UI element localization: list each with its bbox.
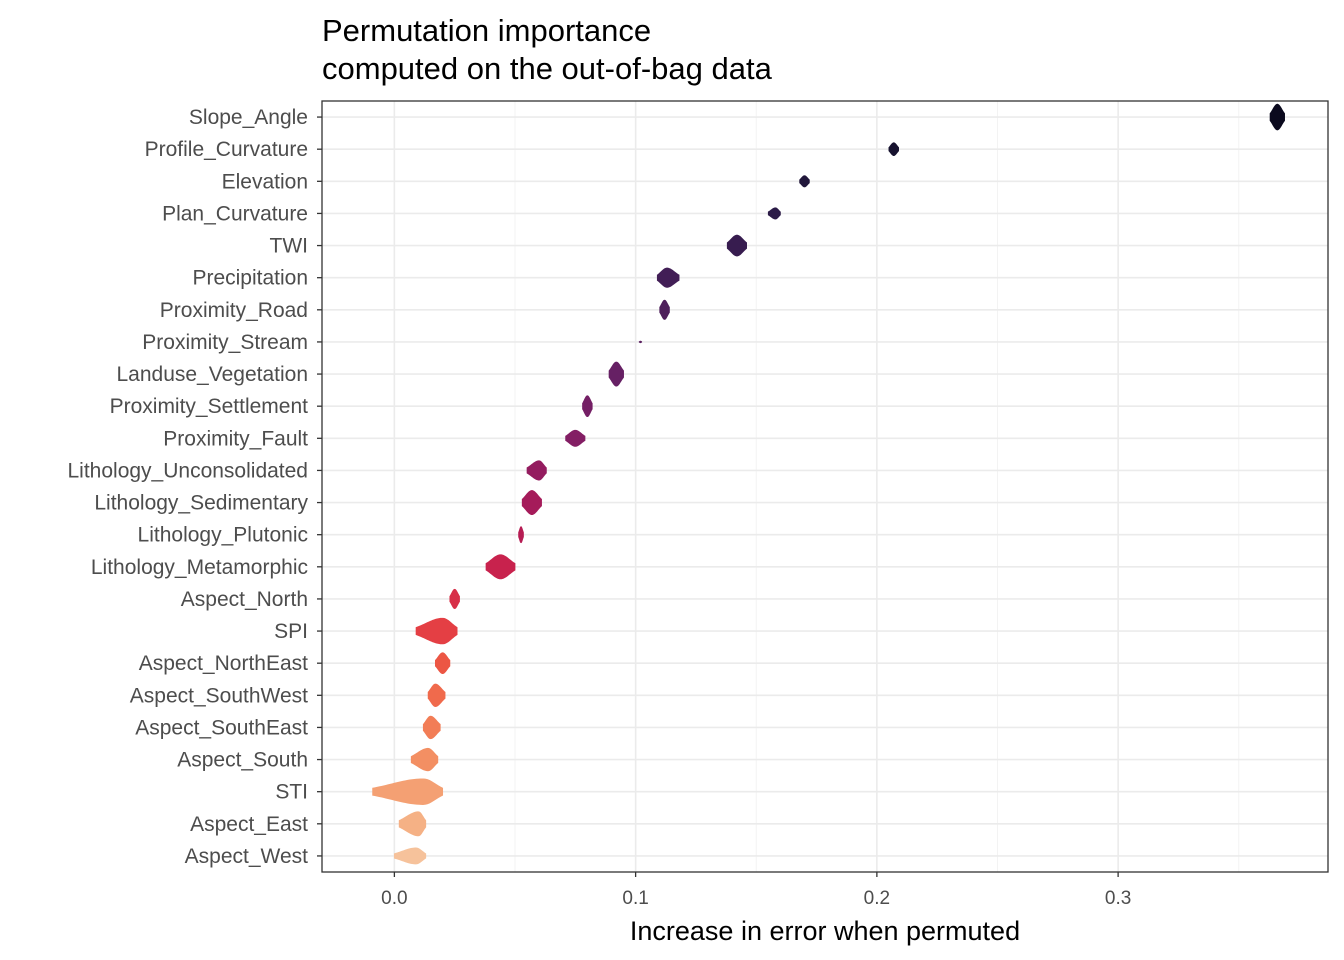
violin-precipitation (656, 267, 680, 288)
violin-lithology-sedimentary (521, 490, 542, 516)
y-tick-label: Lithology_Unconsolidated (67, 459, 308, 482)
violin-elevation (799, 175, 810, 188)
violin-proximity-settlement (582, 395, 593, 418)
y-tick-label: Aspect_East (190, 813, 308, 836)
violin-layer (372, 103, 1285, 865)
violin-lithology-plutonic (518, 526, 524, 544)
y-tick-label: Proximity_Fault (163, 427, 308, 450)
y-tick-label: Aspect_NorthEast (139, 652, 308, 675)
y-axis: Slope_Angle Profile_Curvature Elevation Pla… (67, 106, 322, 868)
y-tick-label: Profile_Curvature (145, 138, 308, 161)
plot-panel-border (321, 100, 1329, 873)
violin-aspect-north (449, 588, 460, 609)
violin-aspect-southwest (427, 683, 446, 707)
violin-profile-curvature (888, 142, 899, 157)
violin-sti (372, 778, 444, 805)
violin-slope-angle (1269, 103, 1285, 131)
x-tick-label: 0.0 (381, 888, 407, 909)
y-tick-label: Aspect_West (185, 845, 308, 868)
violin-lithology-unconsolidated (526, 460, 547, 481)
x-tick-label: 0.2 (864, 888, 890, 909)
y-tick-label: Landuse_Vegetation (116, 363, 308, 386)
violin-aspect-east (398, 811, 427, 837)
y-tick-label: Lithology_Sedimentary (94, 492, 308, 515)
violin-aspect-south (410, 747, 439, 772)
violin-aspect-northeast (434, 652, 451, 675)
y-tick-label: Slope_Angle (189, 106, 308, 129)
violin-plan-curvature (767, 207, 781, 220)
chart-title-line-1: Permutation importance (322, 13, 651, 48)
violin-proximity-road (659, 299, 670, 320)
x-tick-label: 0.3 (1105, 888, 1131, 909)
y-tick-label: Plan_Curvature (162, 202, 308, 225)
violin-aspect-west (393, 847, 427, 865)
y-tick-label: Aspect_SouthWest (130, 684, 308, 707)
x-tick-label: 0.1 (622, 888, 648, 909)
y-tick-label: SPI (274, 620, 308, 643)
violin-proximity-fault (565, 429, 586, 447)
y-tick-label: Proximity_Road (160, 299, 308, 322)
violin-twi (726, 234, 747, 257)
y-tick-label: Aspect_North (181, 588, 308, 611)
y-tick-label: TWI (270, 235, 308, 258)
y-tick-label: Proximity_Stream (142, 331, 308, 354)
y-tick-label: Elevation (222, 170, 308, 193)
y-tick-label: STI (275, 781, 308, 804)
y-tick-label: Aspect_SouthEast (135, 716, 308, 739)
chart-title-line-2: computed on the out-of-bag data (322, 51, 773, 86)
violin-lithology-metamorphic (485, 554, 516, 580)
violin-proximity-stream (638, 340, 643, 344)
y-tick-label: Lithology_Plutonic (138, 524, 308, 547)
x-axis-label: Increase in error when permuted (630, 916, 1020, 946)
y-tick-label: Aspect_South (177, 749, 308, 772)
y-tick-label: Lithology_Metamorphic (91, 556, 308, 579)
y-tick-label: Precipitation (192, 267, 308, 290)
y-tick-label: Proximity_Settlement (110, 395, 309, 418)
violin-aspect-southeast (422, 715, 441, 740)
violin-spi (415, 617, 458, 645)
grid-layer (322, 101, 1328, 872)
x-axis: 0.0 0.1 0.2 0.3 (381, 872, 1131, 909)
violin-landuse-vegetation (608, 361, 624, 387)
